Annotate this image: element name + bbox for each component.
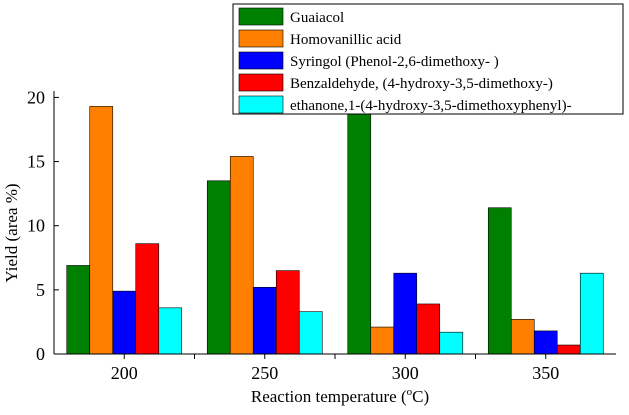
bar-350-1 bbox=[487, 207, 512, 355]
legend-label-5: ethanone,1-(4-hydroxy-3,5-dimethoxypheny… bbox=[290, 98, 572, 114]
legend-swatch-2 bbox=[238, 29, 284, 48]
x-axis-title-sup: o bbox=[407, 386, 413, 398]
legend-swatch-1 bbox=[238, 7, 284, 26]
bar-250-1 bbox=[206, 180, 231, 355]
bar-250-2 bbox=[229, 156, 254, 355]
legend: Guaiacol Homovanillic acid Syringol (Pheno… bbox=[232, 3, 624, 115]
bar-250-3 bbox=[252, 286, 277, 355]
legend-swatch-5 bbox=[238, 95, 284, 114]
bar-200-2 bbox=[89, 106, 114, 355]
axes-layer: 0 5 10 15 20 200 250 300 350 bbox=[27, 87, 616, 383]
bar-200-3 bbox=[112, 290, 137, 355]
x-tick-label-250: 250 bbox=[251, 363, 278, 383]
x-axis-title-main: Reaction temperature ( bbox=[251, 387, 407, 406]
bars-layer bbox=[66, 106, 604, 355]
legend-swatch-3 bbox=[238, 51, 284, 70]
y-tick-label-5: 5 bbox=[36, 280, 45, 300]
y-tick-label-10: 10 bbox=[27, 216, 45, 236]
bar-300-2 bbox=[370, 326, 395, 355]
bar-300-5 bbox=[439, 331, 464, 355]
legend-swatch-4 bbox=[238, 73, 284, 92]
y-tick-label-15: 15 bbox=[27, 152, 45, 172]
bar-250-4 bbox=[275, 270, 300, 355]
bar-200-5 bbox=[158, 307, 183, 355]
x-tick-label-350: 350 bbox=[532, 363, 559, 383]
bar-200-4 bbox=[135, 243, 160, 355]
legend-box bbox=[232, 3, 624, 115]
y-axis-title: Yield (area %) bbox=[2, 183, 21, 282]
x-tick-label-300: 300 bbox=[392, 363, 419, 383]
bar-200-1 bbox=[66, 265, 91, 355]
bar-350-2 bbox=[510, 319, 535, 355]
y-tick-label-20: 20 bbox=[27, 87, 45, 107]
legend-label-4: Benzaldehyde, (4-hydroxy-3,5-dimethoxy-) bbox=[290, 76, 553, 92]
bar-300-4 bbox=[416, 303, 441, 355]
x-axis-title: Reaction temperature (oC) bbox=[251, 386, 429, 406]
y-tick-label-0: 0 bbox=[36, 344, 45, 364]
bar-350-4 bbox=[556, 344, 581, 355]
bar-350-3 bbox=[533, 330, 558, 355]
bar-350-5 bbox=[579, 272, 604, 355]
legend-label-2: Homovanillic acid bbox=[290, 32, 402, 48]
bar-300-3 bbox=[393, 272, 418, 355]
x-tick-label-200: 200 bbox=[111, 363, 138, 383]
legend-label-3: Syringol (Phenol-2,6-dimethoxy- ) bbox=[290, 54, 499, 70]
legend-label-1: Guaiacol bbox=[290, 10, 344, 26]
bar-300-1 bbox=[347, 107, 372, 355]
bar-250-5 bbox=[298, 311, 323, 355]
x-axis-title-tail: C) bbox=[412, 387, 429, 406]
